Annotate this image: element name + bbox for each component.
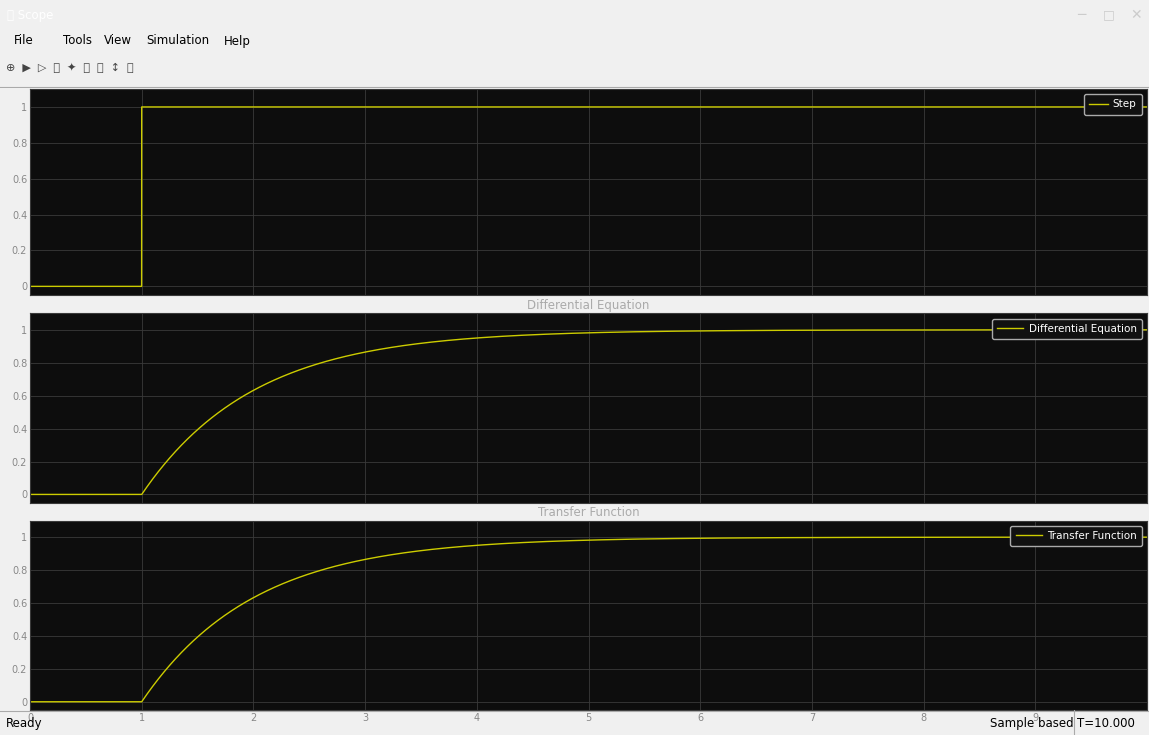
Text: Simulation: Simulation bbox=[146, 35, 209, 48]
Text: View: View bbox=[103, 35, 131, 48]
Text: T=10.000: T=10.000 bbox=[1077, 717, 1134, 731]
Legend: Differential Equation: Differential Equation bbox=[992, 318, 1142, 339]
Text: Ready: Ready bbox=[6, 717, 43, 731]
Text: ✕: ✕ bbox=[1131, 8, 1142, 22]
Text: □: □ bbox=[1103, 9, 1115, 21]
Legend: Step: Step bbox=[1084, 94, 1142, 115]
Text: ⊕  ▶  ▷  ⬛  ✦  🔍  ⬜  ↕  📋: ⊕ ▶ ▷ ⬛ ✦ 🔍 ⬜ ↕ 📋 bbox=[6, 63, 133, 74]
Text: File: File bbox=[14, 35, 33, 48]
Text: Help: Help bbox=[224, 35, 250, 48]
Text: 🔴 Scope: 🔴 Scope bbox=[7, 9, 53, 21]
Text: Sample based: Sample based bbox=[990, 717, 1074, 731]
Text: ─: ─ bbox=[1077, 8, 1086, 22]
Legend: Transfer Function: Transfer Function bbox=[1010, 526, 1142, 546]
Text: Transfer Function: Transfer Function bbox=[538, 506, 639, 519]
Text: Differential Equation: Differential Equation bbox=[527, 298, 649, 312]
Text: Tools: Tools bbox=[63, 35, 92, 48]
